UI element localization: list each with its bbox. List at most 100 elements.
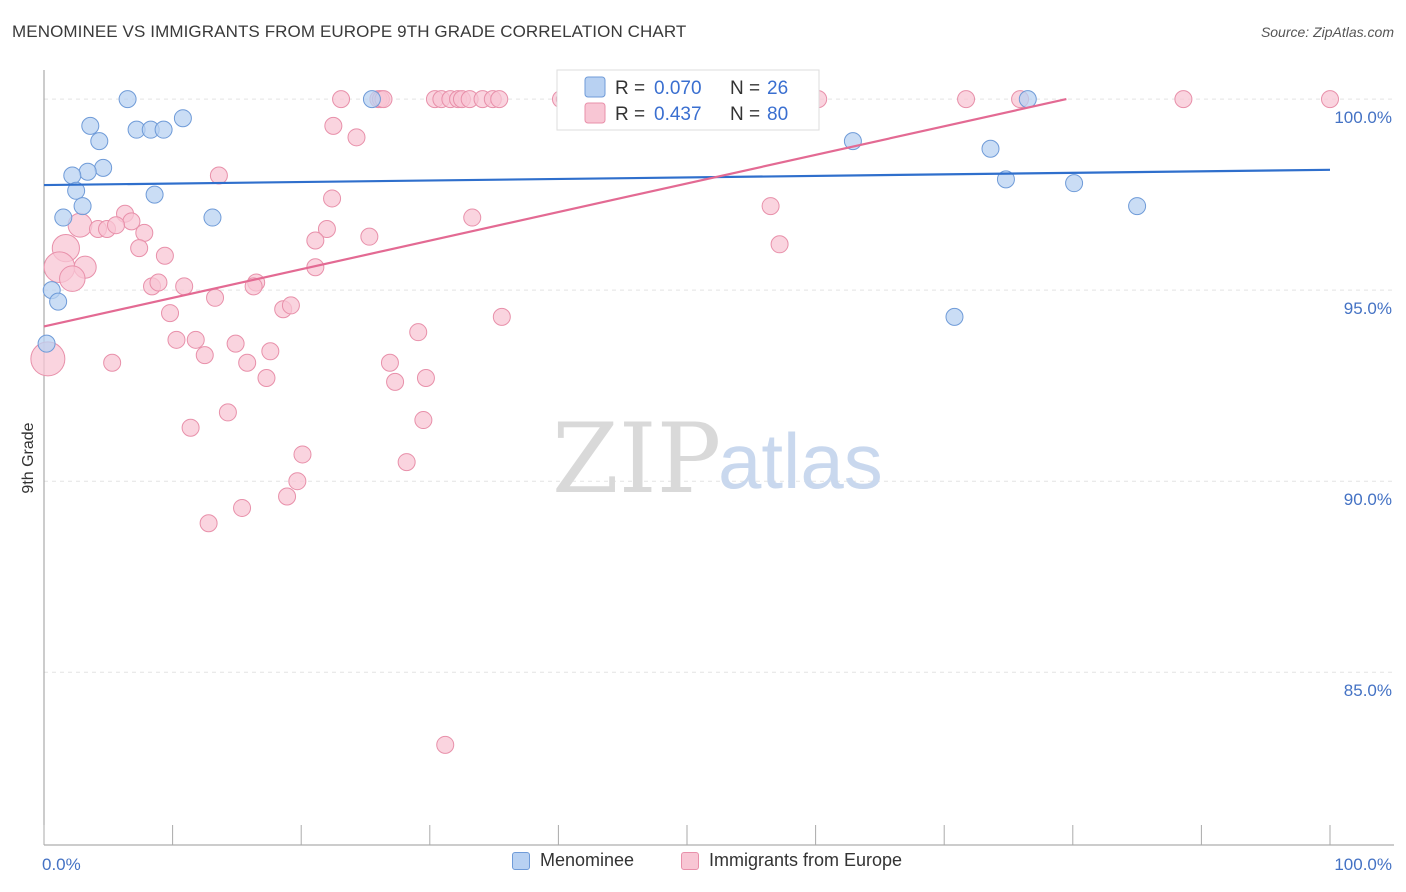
legend-swatch-menominee xyxy=(512,851,530,870)
data-point xyxy=(63,166,82,185)
data-point xyxy=(306,231,325,250)
data-point xyxy=(945,307,964,326)
data-point xyxy=(238,353,257,372)
stats-n-value-1: 26 xyxy=(767,78,788,99)
stats-r-value-2: 0.437 xyxy=(654,104,702,125)
data-point xyxy=(981,139,1000,158)
data-point xyxy=(1174,90,1193,109)
data-point xyxy=(199,514,218,533)
data-point xyxy=(293,445,312,464)
data-point xyxy=(67,181,86,200)
data-point xyxy=(233,498,252,517)
x-tick-label-max: 100.0% xyxy=(1334,855,1392,874)
data-point xyxy=(226,334,245,353)
watermark-atlas: atlas xyxy=(718,417,883,505)
y-tick-label: 90.0% xyxy=(1344,490,1392,509)
y-tick-label: 85.0% xyxy=(1344,681,1392,700)
stats-n-label-1: N = xyxy=(730,78,760,99)
x-ticks xyxy=(43,825,1331,845)
data-point xyxy=(161,304,180,323)
data-point xyxy=(181,418,200,437)
data-point xyxy=(436,735,455,754)
data-point xyxy=(135,223,154,242)
data-point xyxy=(149,273,168,292)
data-point xyxy=(155,246,174,265)
data-point xyxy=(94,158,113,177)
data-point xyxy=(1321,90,1339,109)
data-point xyxy=(463,208,482,227)
data-point xyxy=(130,239,149,258)
stats-legend-swatch-immigrants xyxy=(584,102,606,124)
data-point xyxy=(409,323,428,342)
stats-r-label-1: R = xyxy=(615,78,645,99)
data-point xyxy=(209,166,228,185)
data-point xyxy=(323,189,342,208)
data-point xyxy=(81,116,100,135)
data-point xyxy=(118,90,137,109)
stats-n-value-2: 80 xyxy=(767,104,788,125)
data-point xyxy=(90,132,109,151)
data-point xyxy=(78,162,97,181)
legend-swatch-immigrants xyxy=(681,851,699,870)
data-point xyxy=(1065,174,1084,193)
trend-line-immigrants xyxy=(43,98,1067,328)
series-menominee xyxy=(37,90,1147,353)
data-point xyxy=(103,353,122,372)
data-point xyxy=(49,292,68,311)
data-point xyxy=(770,235,789,254)
y-tick-label: 95.0% xyxy=(1344,299,1392,318)
chart-title: MENOMINEE VS IMMIGRANTS FROM EUROPE 9TH … xyxy=(12,22,687,41)
data-point xyxy=(386,372,405,391)
legend-item-menominee[interactable]: Menominee xyxy=(512,850,634,871)
watermark-zip: ZIP xyxy=(552,403,721,515)
grid-lines xyxy=(44,98,1394,673)
data-point xyxy=(145,185,164,204)
data-point xyxy=(218,403,237,422)
data-point xyxy=(54,208,73,227)
data-point xyxy=(195,346,214,365)
data-point xyxy=(175,277,194,296)
stats-n-label-2: N = xyxy=(730,104,760,125)
watermark: ZIP atlas xyxy=(552,403,883,515)
data-point xyxy=(957,90,976,109)
trend-lines xyxy=(43,98,1331,328)
chart-source: Source: ZipAtlas.com xyxy=(1260,24,1394,40)
data-point xyxy=(362,90,381,109)
data-point xyxy=(206,288,225,307)
data-point xyxy=(416,369,435,388)
y-tick-labels: 85.0% 90.0% 95.0% 100.0% xyxy=(1334,108,1392,700)
data-point xyxy=(261,342,280,361)
data-point xyxy=(332,90,351,109)
data-point xyxy=(414,411,433,430)
data-point xyxy=(490,90,509,109)
y-axis-title: 9th Grade xyxy=(20,422,37,493)
stats-legend-swatch-menominee xyxy=(584,76,606,98)
data-point xyxy=(107,216,126,235)
data-point xyxy=(173,109,192,128)
stats-legend: R = 0.070 N = 26 R = 0.437 N = 80 xyxy=(556,69,820,131)
data-point xyxy=(59,265,86,292)
data-point xyxy=(761,197,780,216)
y-tick-label: 100.0% xyxy=(1334,108,1392,127)
data-point xyxy=(154,120,173,139)
data-point xyxy=(996,170,1015,189)
trend-line-menominee xyxy=(43,168,1331,187)
data-point xyxy=(186,330,205,349)
data-point xyxy=(278,487,297,506)
data-point xyxy=(203,208,222,227)
axes xyxy=(43,70,1394,846)
data-point xyxy=(244,277,263,296)
stats-r-value-1: 0.070 xyxy=(654,78,702,99)
x-tick-label-min: 0.0% xyxy=(42,855,81,874)
data-point xyxy=(281,296,300,315)
data-point xyxy=(380,353,399,372)
legend-label-immigrants: Immigrants from Europe xyxy=(709,850,903,870)
data-point xyxy=(37,334,56,353)
data-point xyxy=(397,453,416,472)
data-point xyxy=(288,472,307,491)
data-point xyxy=(324,116,343,135)
legend-label-menominee: Menominee xyxy=(540,850,635,870)
data-point xyxy=(73,197,92,216)
legend-item-immigrants[interactable]: Immigrants from Europe xyxy=(681,850,902,871)
